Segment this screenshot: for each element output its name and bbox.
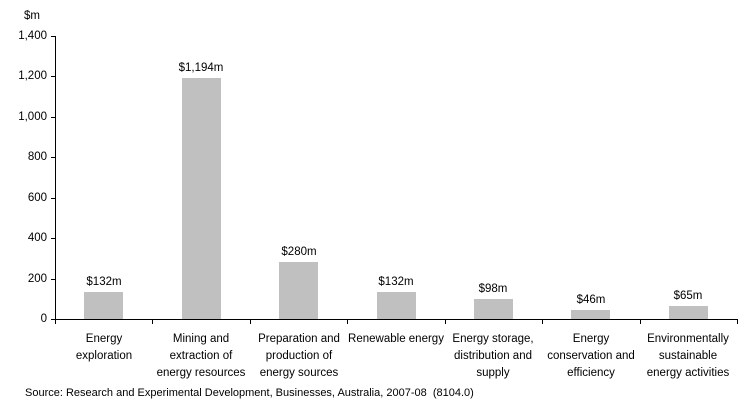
y-axis-tick bbox=[51, 319, 55, 320]
x-axis-category-label-line: Renewable energy bbox=[348, 333, 444, 345]
bar-value-label: $65m bbox=[673, 290, 703, 302]
y-axis-tick bbox=[51, 36, 55, 37]
y-axis-title: $m bbox=[24, 10, 40, 22]
x-axis-category-label-line: Energy bbox=[85, 333, 123, 345]
bar bbox=[182, 78, 221, 319]
x-axis-category-label: Preparation and production of energy sourc… bbox=[258, 331, 340, 382]
x-axis-tick bbox=[152, 320, 153, 324]
bar bbox=[279, 262, 318, 319]
x-axis-category-label-line: Preparation and bbox=[258, 333, 340, 345]
y-axis-tick bbox=[51, 76, 55, 77]
x-axis-tick bbox=[250, 320, 251, 324]
y-axis-line bbox=[55, 36, 56, 320]
x-axis-line bbox=[55, 319, 738, 320]
y-axis-tick-label: 0 bbox=[40, 313, 47, 325]
x-axis-tick bbox=[542, 320, 543, 324]
x-axis-category-label: Environmentally sustainable energy activit… bbox=[647, 331, 729, 382]
x-axis-category-label-line: extraction of bbox=[169, 350, 233, 362]
x-axis-category-label-line: conservation and bbox=[547, 350, 635, 362]
y-axis-tick-label: 400 bbox=[27, 232, 47, 244]
bar bbox=[571, 310, 610, 319]
x-axis-category-label-line: distribution and bbox=[454, 350, 532, 362]
x-axis-category-label-line: Environmentally bbox=[647, 333, 729, 345]
x-axis-tick bbox=[55, 320, 56, 324]
y-axis-tick-label: 800 bbox=[27, 151, 47, 163]
x-axis-category-label: Renewable energy bbox=[348, 331, 444, 348]
y-axis-tick bbox=[51, 117, 55, 118]
y-axis-tick bbox=[51, 279, 55, 280]
y-axis-tick-label: 1,400 bbox=[18, 30, 47, 42]
x-axis-tick bbox=[640, 320, 641, 324]
y-axis-tick-label: 1,000 bbox=[18, 111, 47, 123]
bar-value-label: $280m bbox=[281, 246, 317, 258]
x-axis-category-label-line: energy sources bbox=[259, 367, 339, 379]
x-axis-tick bbox=[737, 320, 738, 324]
y-axis-tick bbox=[51, 238, 55, 239]
x-axis-category-label-line: production of bbox=[265, 350, 333, 362]
x-axis-category-label-line: efficiency bbox=[567, 367, 615, 379]
y-axis-tick-label: 600 bbox=[27, 192, 47, 204]
x-axis-category-label-line: Energy bbox=[572, 333, 610, 345]
x-axis-tick bbox=[347, 320, 348, 324]
bar bbox=[377, 292, 416, 319]
x-axis-category-label: Energy exploration bbox=[76, 331, 132, 365]
x-axis-category-label-line: exploration bbox=[75, 350, 133, 362]
x-axis-category-label-line: Mining and bbox=[172, 333, 230, 345]
x-axis-category-label-line: supply bbox=[476, 367, 510, 379]
bar bbox=[84, 292, 123, 319]
x-axis-category-label-line: energy activities bbox=[646, 367, 730, 379]
y-axis-tick bbox=[51, 198, 55, 199]
y-axis-tick-label: 1,200 bbox=[18, 70, 47, 82]
x-axis-category-label-line: sustainable bbox=[658, 350, 718, 362]
y-axis-tick bbox=[51, 157, 55, 158]
x-axis-category-label-line: Energy storage, bbox=[452, 333, 534, 345]
bar bbox=[669, 306, 708, 319]
y-axis-tick-label: 200 bbox=[27, 273, 47, 285]
x-axis-category-label-line: energy resources bbox=[156, 367, 246, 379]
source-note: Source: Research and Experimental Develo… bbox=[25, 387, 474, 399]
x-axis-tick bbox=[445, 320, 446, 324]
bar-value-label: $98m bbox=[478, 283, 508, 295]
x-axis-category-label: Energy storage, distribution and supply bbox=[452, 331, 533, 382]
bar-value-label: $132m bbox=[378, 276, 414, 288]
x-axis-category-label: Energy conservation and efficiency bbox=[547, 331, 635, 382]
bar bbox=[474, 299, 513, 319]
bar-value-label: $1,194m bbox=[178, 62, 224, 74]
x-axis-category-label: Mining and extraction of energy resources bbox=[157, 331, 246, 382]
bar-value-label: $132m bbox=[86, 276, 122, 288]
bar-value-label: $46m bbox=[576, 294, 606, 306]
